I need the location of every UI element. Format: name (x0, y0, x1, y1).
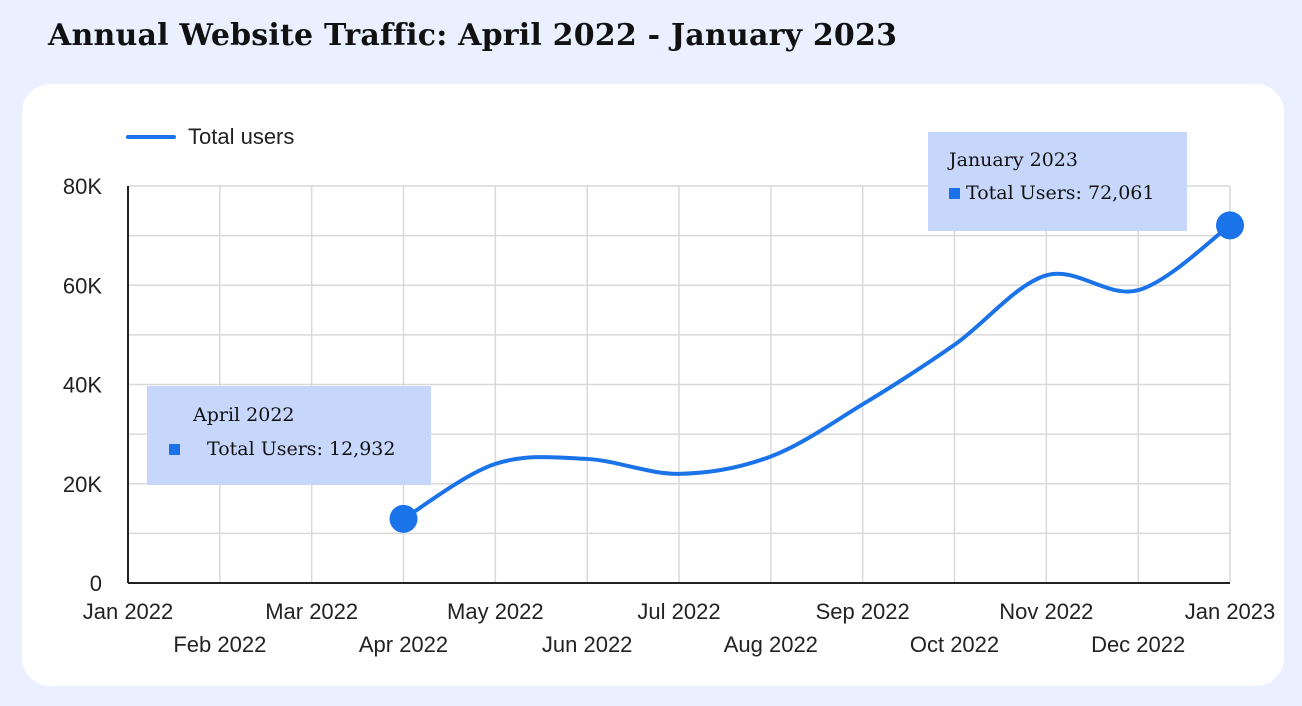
x-tick-label: Jan 2023 (1185, 599, 1276, 624)
y-tick-label: 20K (63, 472, 102, 497)
annotation-title: April 2022 (193, 404, 295, 426)
series-line-total-users (401, 223, 1232, 521)
x-tick-label: Jun 2022 (542, 632, 633, 657)
series (389, 211, 1244, 533)
x-tick-label: Mar 2022 (265, 599, 358, 624)
y-tick-label: 60K (63, 273, 102, 298)
x-tick-label: Jul 2022 (637, 599, 720, 624)
highlight-point[interactable] (389, 504, 418, 533)
x-tick-label: Jan 2022 (83, 599, 174, 624)
legend[interactable]: Total users (126, 124, 294, 150)
annotation-title: January 2023 (949, 149, 1078, 171)
annotation-row: Total Users: 12,932 (169, 438, 395, 460)
x-tick-label: Sep 2022 (816, 599, 910, 624)
grid (128, 185, 1231, 583)
y-tick-label: 40K (63, 373, 102, 398)
y-tick-label: 80K (63, 174, 102, 199)
y-tick-label: 0 (90, 571, 102, 596)
chart-card: 0 20K 40K 60K 80K Jan 2022 Feb 2022 Mar 2022 Apr… (22, 84, 1284, 686)
series-square-icon (949, 187, 960, 199)
annotation-row: Total Users: 72,061 (949, 182, 1154, 204)
legend-swatch (126, 135, 176, 139)
x-tick-label: Aug 2022 (724, 632, 818, 657)
series-square-icon (169, 443, 180, 455)
axes (127, 186, 1230, 584)
x-tick-label: Dec 2022 (1091, 632, 1185, 657)
chart-title: Annual Website Traffic: April 2022 - Jan… (48, 18, 898, 53)
x-tick-label: May 2022 (447, 599, 544, 624)
annotation-value: Total Users: 72,061 (966, 182, 1155, 204)
legend-label: Total users (188, 124, 295, 149)
x-tick-label: Feb 2022 (173, 632, 266, 657)
annotation-tooltip-end: January 2023 Total Users: 72,061 (928, 132, 1187, 231)
highlight-point[interactable] (1216, 211, 1244, 240)
annotation-value: Total Users: 12,932 (207, 438, 396, 460)
annotation-tooltip-start: April 2022 Total Users: 12,932 (147, 386, 431, 485)
x-tick-label: Apr 2022 (359, 632, 448, 657)
x-tick-label: Oct 2022 (910, 632, 999, 657)
x-tick-label: Nov 2022 (999, 599, 1093, 624)
